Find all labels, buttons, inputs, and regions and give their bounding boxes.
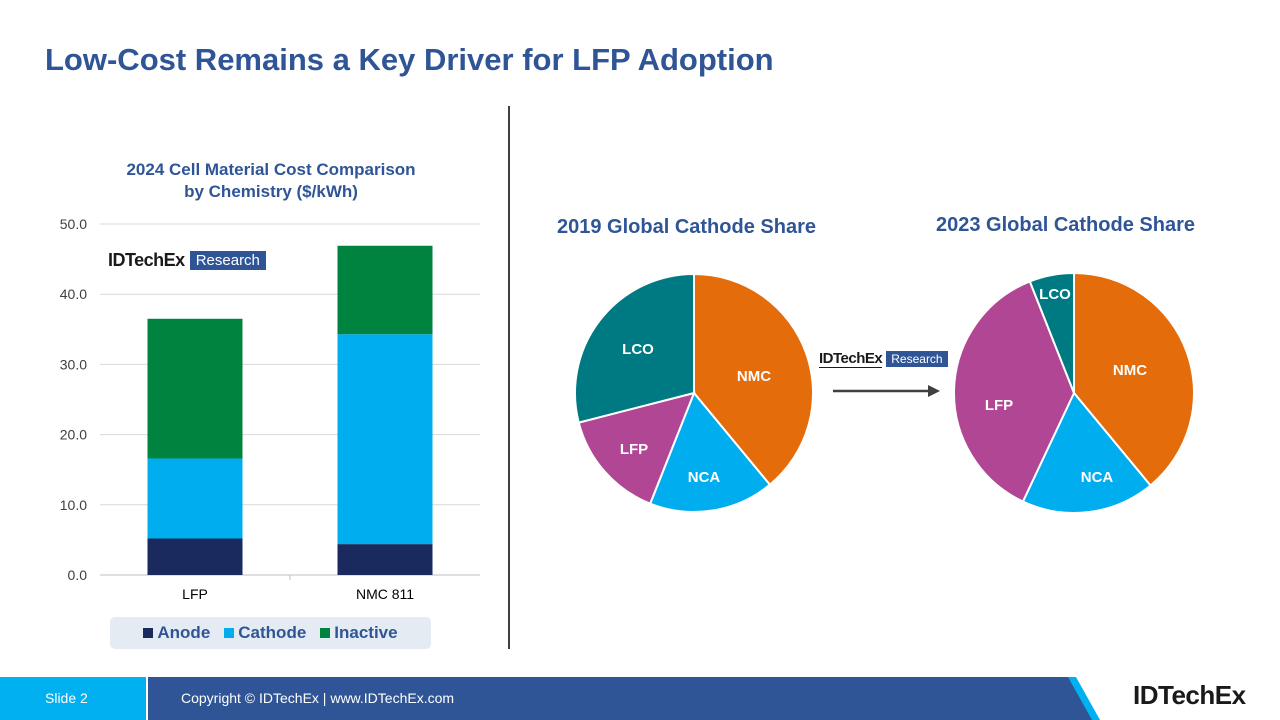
footer: Slide 2 Copyright © IDTechEx | www.IDTec…: [0, 677, 1280, 720]
legend-item-anode: Anode: [143, 623, 210, 643]
footer-logo: IDTechEx: [1133, 680, 1246, 710]
footer-bar: [148, 677, 1068, 720]
legend-item-cathode: Cathode: [224, 623, 306, 643]
bar-chart-title: 2024 Cell Material Cost Comparison by Ch…: [100, 159, 442, 203]
bar-cathode-lfp: [147, 458, 243, 539]
idtechex-research-logo: IDTechEx Research: [108, 250, 266, 271]
bar-inactive-lfp: [147, 318, 243, 459]
y-tick-label: 10.0: [60, 497, 87, 513]
pie-label-lfp: LFP: [620, 441, 648, 458]
pie-label-lfp: LFP: [985, 397, 1013, 414]
legend-swatch-anode: [143, 628, 154, 638]
logo-name: IDTechEx: [108, 250, 185, 270]
footer-slide-box: [0, 677, 146, 720]
pie-2023: NMC NCA LFP LCO: [953, 271, 1195, 514]
pie-label-nca: NCA: [688, 469, 721, 486]
arrow-right-icon: [928, 385, 940, 397]
logo-tag: Research: [189, 251, 266, 270]
bar-chart-title-line-2: by Chemistry ($/kWh): [184, 182, 358, 201]
legend-label-anode: Anode: [157, 623, 211, 642]
logo-tag-2: Research: [886, 351, 948, 367]
bar-chart-title-line-1: 2024 Cell Material Cost Comparison: [126, 160, 416, 179]
pie-slice-nca: [1021, 391, 1152, 514]
pie-slice-lfp: [953, 280, 1076, 503]
pie-slice-nmc: [693, 272, 814, 487]
logo-name-2: IDTechEx: [819, 350, 883, 368]
pie-2019-title: 2019 Global Cathode Share: [557, 216, 816, 238]
legend-swatch-cathode: [224, 628, 235, 638]
y-tick-label: 40.0: [60, 286, 87, 302]
y-tick-label: 0.0: [68, 567, 88, 583]
y-tick-label: 30.0: [60, 356, 87, 372]
section-divider: [508, 106, 510, 649]
bar-cathode-nmc-811: [337, 334, 433, 545]
x-tick-label: LFP: [182, 586, 208, 602]
y-tick-label: 50.0: [60, 216, 87, 232]
bar-chart-legend: Anode Cathode Inactive: [110, 617, 431, 649]
pie-slice-lfp: [577, 391, 696, 505]
legend-item-inactive: Inactive: [320, 623, 398, 643]
bar-anode-lfp: [147, 538, 243, 575]
pie-slice-lco: [574, 272, 695, 424]
slide-title: Low-Cost Remains a Key Driver for LFP Ad…: [45, 42, 774, 77]
y-tick-label: 20.0: [60, 427, 87, 443]
pie-slice-nca: [648, 391, 772, 513]
footer-stripe: [1066, 677, 1100, 720]
x-tick-label: NMC 811: [356, 586, 414, 602]
legend-label-inactive: Inactive: [334, 623, 398, 642]
pie-2023-title: 2023 Global Cathode Share: [936, 214, 1195, 236]
pie-label-lco: LCO: [1039, 286, 1071, 303]
legend-swatch-inactive: [320, 628, 331, 638]
pie-label-nmc: NMC: [737, 368, 771, 385]
pie-label-lco: LCO: [622, 341, 654, 358]
bar-anode-nmc-811: [337, 544, 433, 575]
pie-label-nmc: NMC: [1113, 362, 1147, 379]
legend-label-cathode: Cathode: [238, 623, 307, 642]
pie-slice-nmc: [1073, 271, 1195, 487]
slide-number: Slide 2: [45, 690, 88, 706]
pie-slice-lco: [1028, 271, 1075, 394]
bar-inactive-nmc-811: [337, 245, 433, 335]
idtechex-research-logo-2: IDTechEx Research: [819, 350, 948, 368]
footer-copyright: Copyright © IDTechEx | www.IDTechEx.com: [181, 690, 455, 706]
pie-2019: NMC NCA LFP LCO: [574, 272, 814, 513]
pie-label-nca: NCA: [1081, 469, 1114, 486]
